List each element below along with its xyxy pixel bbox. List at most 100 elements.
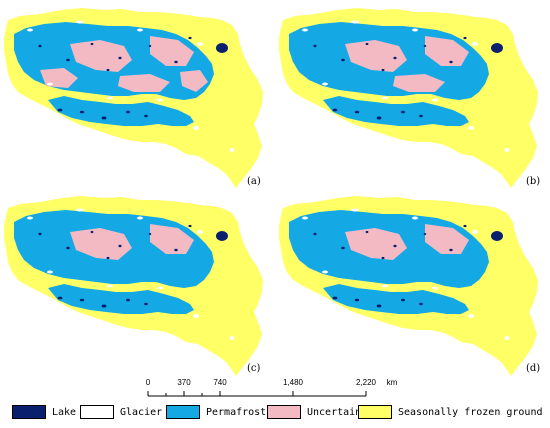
legend-item-uncertain: Uncertain [267,405,361,419]
legend-item-seasonal: Seasonally frozen ground [358,405,543,419]
glacier-patch [197,42,203,46]
lake-patch [449,248,453,252]
lake-patch [376,304,382,308]
legend-item-lake: Lake [12,405,76,419]
lake-patch [118,56,122,60]
glacier-patch [47,270,53,274]
lake-patch [90,230,94,234]
plateau-map [279,8,538,188]
uncertain-area [345,228,407,260]
lake-patch [188,36,192,40]
glacier-patch [193,314,199,318]
lake-patch [332,108,338,112]
lake-patch [216,231,228,241]
glacier-patch [472,42,478,46]
plateau-map [279,196,538,376]
scale-tick-370: 370 [177,378,191,387]
map-panel-c: (c) [0,188,275,378]
lake-patch [90,42,94,46]
glacier-patch [468,126,474,130]
scale-tick-2220: 2,220 [355,378,377,387]
uncertain-swatch [267,405,301,419]
glacier-patch [351,20,359,24]
scale-unit: km [386,378,398,387]
map-panel-d: (d) [275,188,550,378]
permafrost-area [323,284,469,314]
lake-patch [491,231,503,241]
uncertain-area [150,224,194,254]
panel-label: (d) [526,363,541,374]
lake-patch [101,116,107,120]
seasonal-swatch [358,405,392,419]
lake-patch [341,246,345,250]
legend-label: Glacier [120,406,163,418]
lake-patch [401,110,405,114]
uncertain-area [118,74,170,92]
lake-patch [57,296,63,300]
lake-patch [106,256,110,260]
lake-patch [118,244,122,248]
glacier-patch [472,230,478,234]
lake-patch [66,246,70,250]
glacier-patch [302,28,308,32]
panel-label: (b) [526,176,541,187]
glacier-patch [412,28,418,32]
scale-tick-1480: 1,480 [282,378,304,387]
lake-patch [449,60,453,64]
lake-patch [313,44,317,48]
plateau-map [4,196,263,376]
glacier-patch [302,216,308,220]
lake-patch [126,110,130,114]
lake-patch [79,298,85,302]
map-panel-b: (b) [275,0,550,190]
glacier-patch [432,98,438,102]
panel-label: (c) [247,363,261,374]
plateau-map [4,8,263,188]
glacier-patch [504,148,510,152]
lake-patch [341,58,345,62]
glacier-patch [322,270,328,274]
legend-item-permafrost: Permafrost [166,405,266,419]
map-panel-a: (a) [0,0,275,190]
glacier-patch [107,284,113,288]
glacier-patch [27,28,33,32]
lake-patch [106,68,110,72]
lake-patch [332,296,338,300]
uncertain-area [345,40,407,72]
glacier-patch [382,284,388,288]
uncertain-area [425,224,469,254]
lake-patch [365,230,369,234]
lake-patch [148,45,152,47]
permafrost-area [323,96,469,126]
lake-patch [313,232,317,236]
lake-patch [381,68,385,72]
lake-patch [393,244,397,248]
lake-patch [57,108,63,112]
legend-label: Permafrost [206,406,267,418]
lake-patch [188,224,192,228]
glacier-patch [157,98,163,102]
lake-patch [423,45,427,47]
panel-label: (a) [247,176,261,187]
glacier-patch [193,126,199,130]
permafrost-area [48,96,194,126]
glacier-patch [137,216,143,220]
lake-patch [101,304,107,308]
lake-patch [126,298,130,302]
lake-patch [401,298,405,302]
glacier-patch [432,286,438,290]
lake-patch [144,114,148,118]
lake-patch [66,58,70,62]
legend: Lake Glacier Permafrost Uncertain Season… [12,403,543,423]
scale-bar-line [147,391,367,397]
lake-patch [216,43,228,53]
glacier-patch [157,286,163,290]
scale-bar: 0 370 740 1,480 2,220 km [136,378,411,400]
lake-patch [148,233,152,235]
lake-patch [419,114,423,118]
lake-patch [354,298,360,302]
lake-patch [419,302,423,306]
glacier-patch [504,336,510,340]
lake-patch [38,232,42,236]
permafrost-area [48,284,194,314]
